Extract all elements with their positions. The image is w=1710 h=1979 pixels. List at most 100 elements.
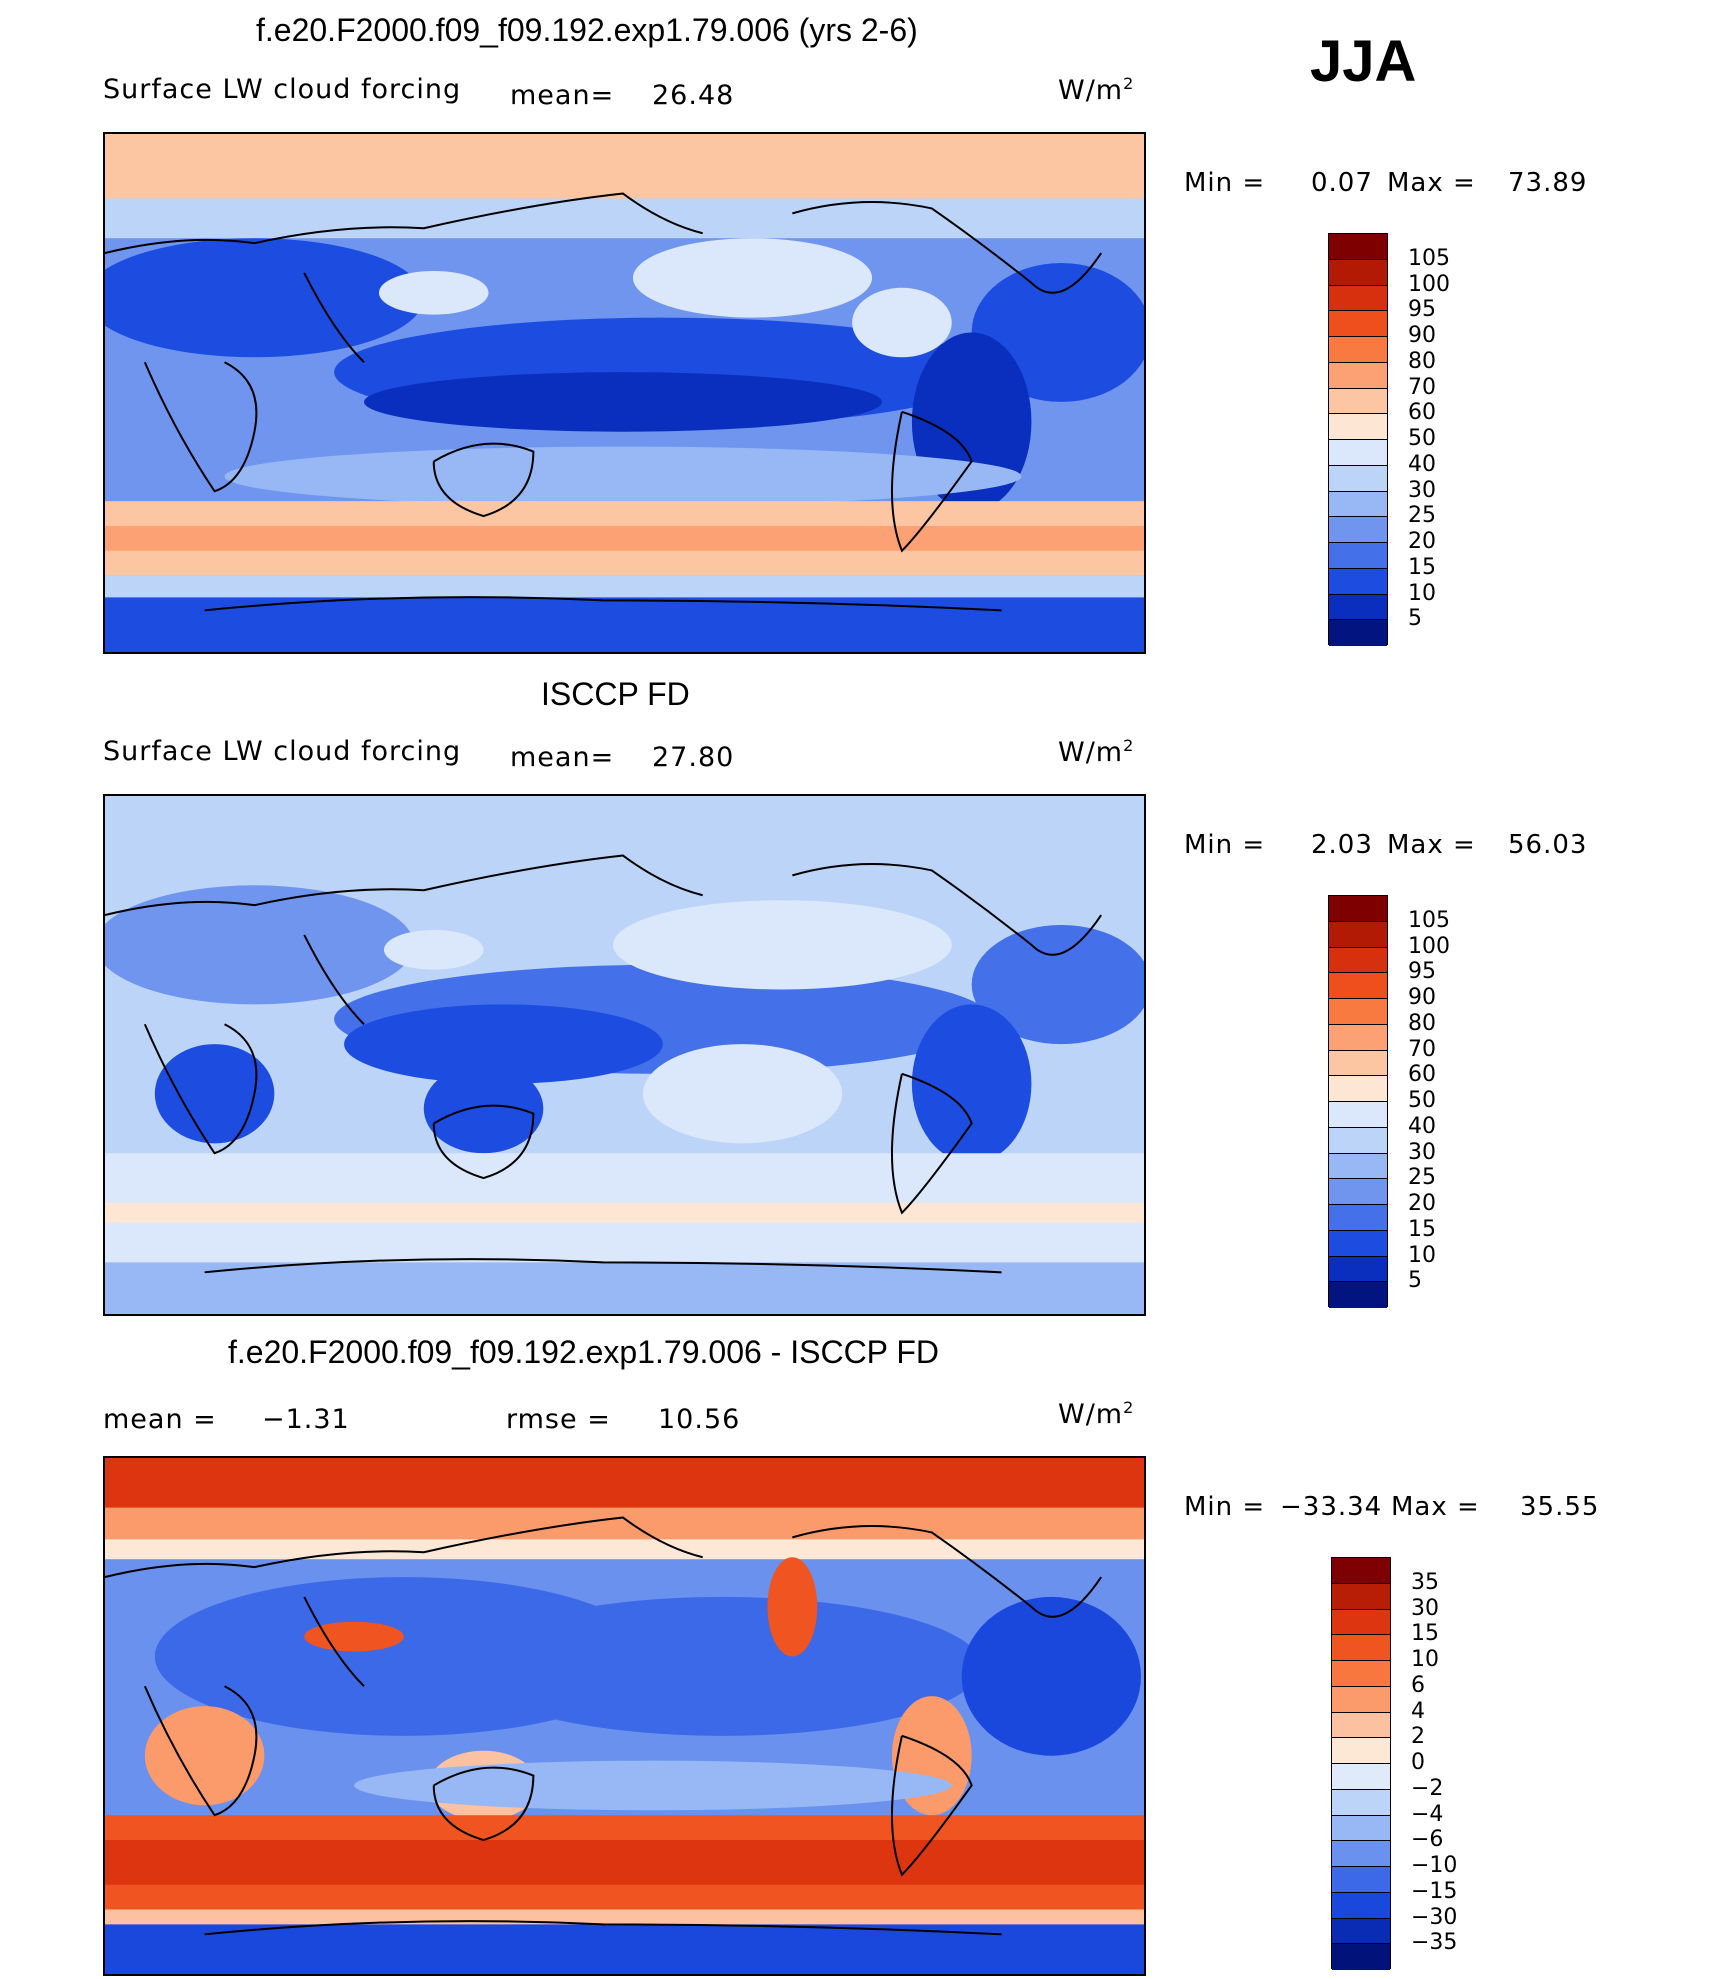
panel3-rmse-value: 10.56 [658,1404,741,1435]
panel1-variable: Surface LW cloud forcing [103,74,462,105]
panel3-colorbar [1331,1557,1391,1970]
colorbar-swatch [1329,1230,1387,1257]
colorbar-swatch [1329,1205,1387,1231]
panel1-max-label: Max = [1387,168,1476,198]
colorbar-label: 100 [1408,933,1450,959]
season-label: JJA [1310,29,1417,94]
colorbar-swatch [1329,1153,1387,1180]
colorbar-swatch [1329,491,1387,518]
colorbar-label: 15 [1408,1216,1436,1242]
colorbar-label: 70 [1408,374,1436,400]
colorbar-label: 40 [1408,1113,1436,1139]
panel2-map [103,794,1146,1316]
panel2-max-value: 56.03 [1508,830,1588,860]
colorbar-label: 50 [1408,426,1436,451]
colorbar-label: 25 [1408,503,1436,529]
panel1-min-label: Min = [1184,168,1266,198]
panel1-max-value: 73.89 [1508,168,1588,198]
colorbar-label: 60 [1408,400,1436,426]
colorbar-label: −15 [1411,1878,1458,1904]
colorbar-label: 20 [1408,1191,1436,1216]
panel3-mean-value: −1.31 [262,1404,350,1435]
colorbar-swatch [1329,337,1387,363]
colorbar-label: 80 [1408,348,1436,374]
colorbar-label: 35 [1411,1569,1439,1595]
panel1-units: W/m2 [1058,74,1135,106]
colorbar-swatch [1329,362,1387,389]
colorbar-label: 105 [1408,907,1450,933]
colorbar-swatch [1332,1609,1390,1636]
colorbar-label: 60 [1408,1062,1436,1088]
colorbar-label: 5 [1408,1268,1422,1294]
panel2-units: W/m2 [1058,736,1135,768]
colorbar-swatch [1332,1661,1390,1687]
colorbar-swatch [1329,259,1387,286]
panel2-min-label: Min = [1184,830,1266,860]
colorbar-label: 80 [1408,1010,1436,1036]
colorbar-label: 10 [1408,1242,1436,1268]
panel3-map [103,1456,1146,1976]
panel3-min-value: −33.34 [1280,1492,1383,1522]
panel2-title: ISCCP FD [541,676,690,712]
colorbar-swatch [1332,1764,1390,1790]
colorbar-label: −10 [1411,1853,1458,1878]
colorbar-swatch [1332,1635,1390,1661]
colorbar-swatch [1329,465,1387,492]
colorbar-label: 15 [1408,554,1436,580]
colorbar-swatch [1332,1944,1390,1970]
colorbar-label: 20 [1408,529,1436,554]
colorbar-swatch [1332,1558,1390,1584]
colorbar-swatch [1329,1024,1387,1051]
colorbar-label: 30 [1408,477,1436,503]
colorbar-swatch [1332,1892,1390,1919]
colorbar-swatch [1329,414,1387,440]
colorbar-swatch [1329,311,1387,337]
panel3-rmse-label: rmse = [506,1404,611,1435]
colorbar-label: 5 [1408,606,1422,632]
colorbar-label: 95 [1408,959,1436,985]
colorbar-label: 2 [1411,1724,1425,1750]
panel1-min-value: 0.07 [1311,168,1373,198]
colorbar-swatch [1332,1583,1390,1610]
panel3-min-label: Min = [1184,1492,1266,1522]
colorbar-label: 15 [1411,1621,1439,1647]
colorbar-swatch [1329,1282,1387,1308]
colorbar-label: 10 [1408,580,1436,606]
colorbar-swatch [1332,1738,1390,1764]
panel2-min-value: 2.03 [1311,830,1373,860]
colorbar-swatch [1329,440,1387,466]
colorbar-swatch [1332,1918,1390,1945]
colorbar-swatch [1329,947,1387,974]
colorbar-label: 4 [1411,1698,1425,1724]
colorbar-label: 0 [1411,1750,1425,1775]
colorbar-label: 25 [1408,1165,1436,1191]
colorbar-swatch [1329,620,1387,646]
colorbar-swatch [1329,1076,1387,1102]
colorbar-swatch [1329,285,1387,312]
colorbar-swatch [1332,1712,1390,1739]
panel1-map [103,132,1146,654]
colorbar-swatch [1332,1789,1390,1816]
colorbar-label: 6 [1411,1672,1425,1698]
colorbar-swatch [1332,1686,1390,1713]
panel1-mean-value: 26.48 [652,80,735,111]
panel3-title: f.e20.F2000.f09_f09.192.exp1.79.006 - IS… [228,1334,939,1370]
colorbar-label: 90 [1408,323,1436,348]
colorbar-swatch [1329,234,1387,260]
colorbar-swatch [1329,517,1387,543]
colorbar-label: 105 [1408,245,1450,271]
colorbar-label: −30 [1411,1904,1458,1930]
panel2-variable: Surface LW cloud forcing [103,736,462,767]
panel1-colorbar [1328,233,1388,646]
colorbar-swatch [1329,568,1387,595]
colorbar-swatch [1329,1102,1387,1128]
colorbar-label: 10 [1411,1647,1439,1672]
colorbar-label: −35 [1411,1930,1458,1956]
panel1-title: f.e20.F2000.f09_f09.192.exp1.79.006 (yrs… [256,12,918,48]
panel1-mean-label: mean= [510,80,615,111]
colorbar-swatch [1329,388,1387,415]
colorbar-label: −6 [1411,1827,1444,1853]
colorbar-swatch [1329,543,1387,569]
colorbar-swatch [1332,1815,1390,1842]
colorbar-swatch [1329,594,1387,621]
